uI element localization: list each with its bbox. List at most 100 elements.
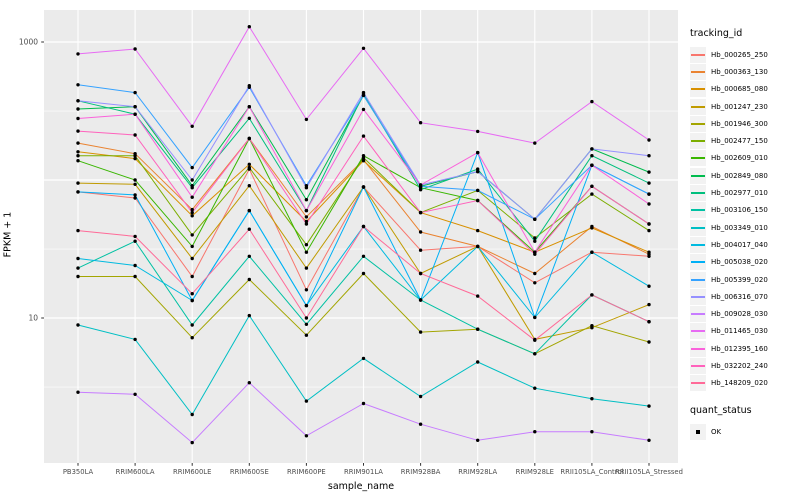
- data-point: [133, 196, 137, 200]
- legend-key-swatch: [690, 185, 706, 202]
- data-point: [476, 294, 480, 298]
- legend-label: Hb_011465_030: [711, 327, 768, 336]
- data-point: [76, 129, 80, 133]
- legend-key-swatch: [690, 63, 706, 80]
- data-point: [76, 190, 80, 194]
- legend-item-ok: OK: [690, 423, 798, 440]
- legend-label: Hb_002609_010: [711, 154, 768, 163]
- data-point: [190, 233, 194, 237]
- data-point: [647, 320, 651, 324]
- data-point: [247, 313, 251, 318]
- data-point: [361, 93, 366, 98]
- data-point: [304, 198, 309, 202]
- series-points-Hb_148209_020: [76, 224, 651, 342]
- data-point: [361, 401, 366, 406]
- data-point: [76, 83, 80, 87]
- data-point: [304, 322, 309, 326]
- data-point: [590, 324, 594, 328]
- data-point: [304, 316, 309, 320]
- legend-line-icon: [691, 382, 705, 385]
- data-point: [647, 228, 651, 233]
- legend-line-icon: [691, 209, 705, 212]
- legend-key-swatch: [690, 340, 706, 357]
- data-point: [647, 181, 651, 185]
- data-point: [247, 162, 251, 166]
- legend-item-Hb_148209_020: Hb_148209_020: [690, 375, 798, 392]
- x-tick-label-RRIM928LE: RRIM928LE: [516, 468, 554, 476]
- legend-line-icon: [691, 295, 705, 298]
- data-point: [533, 281, 537, 285]
- legend-line-icon: [691, 192, 705, 195]
- legend-line-icon: [691, 105, 705, 108]
- legend-item-Hb_005038_020: Hb_005038_020: [690, 254, 798, 271]
- x-tick-label-PB350LA: PB350LA: [63, 468, 94, 476]
- legend-label: Hb_004017_040: [711, 240, 768, 249]
- data-point: [190, 336, 194, 340]
- legend-label: Hb_002977_010: [711, 189, 768, 198]
- legend-item-Hb_000363_130: Hb_000363_130: [690, 63, 798, 80]
- legend-label: Hb_005399_020: [711, 275, 768, 284]
- legend-line-icon: [691, 157, 705, 160]
- plot-panel: [44, 10, 678, 463]
- data-point: [76, 141, 80, 145]
- data-point: [590, 99, 594, 104]
- point-marker-icon: [696, 429, 700, 434]
- data-point: [190, 244, 194, 249]
- data-point: [647, 222, 651, 226]
- data-point: [133, 239, 137, 243]
- axis-ticks: [41, 41, 650, 466]
- y-tick-label-1000: 1000: [19, 38, 38, 47]
- legend-label: Hb_005038_020: [711, 258, 768, 267]
- data-point: [76, 154, 80, 158]
- data-point: [76, 116, 80, 121]
- data-point: [190, 178, 194, 182]
- data-point: [133, 337, 137, 342]
- data-point: [76, 107, 80, 111]
- data-point: [476, 198, 480, 203]
- legend-label: Hb_001247_230: [711, 102, 768, 111]
- legend-label: Hb_001946_300: [711, 119, 768, 128]
- data-point: [361, 154, 366, 158]
- data-point: [304, 215, 309, 219]
- data-point: [418, 183, 423, 187]
- data-point: [190, 323, 194, 327]
- x-axis-title: sample_name: [327, 481, 395, 492]
- legend-label: Hb_000685_080: [711, 85, 768, 94]
- data-point: [533, 338, 537, 342]
- legend-key-swatch: [690, 357, 706, 374]
- legend-key-swatch: [690, 323, 706, 340]
- data-point: [133, 274, 137, 279]
- legend-item-Hb_003106_150: Hb_003106_150: [690, 202, 798, 219]
- data-point: [418, 248, 423, 252]
- data-point: [133, 105, 137, 109]
- x-tick-label-RRII105LA_Stressed: RRII105LA_Stressed: [615, 468, 683, 476]
- data-point: [133, 263, 137, 268]
- legend-key-swatch: [690, 98, 706, 115]
- data-point: [304, 186, 309, 190]
- x-tick-label-RRIM600LA: RRIM600LA: [116, 468, 155, 476]
- legend-item-Hb_000265_250: Hb_000265_250: [690, 46, 798, 63]
- data-point: [647, 438, 651, 442]
- legend-label: Hb_012395_160: [711, 344, 768, 353]
- data-point: [76, 390, 80, 394]
- data-point: [476, 228, 480, 233]
- data-point: [133, 154, 137, 158]
- legend-item-Hb_006316_070: Hb_006316_070: [690, 288, 798, 305]
- data-point: [133, 182, 137, 186]
- data-point: [647, 340, 651, 344]
- data-point: [133, 47, 137, 51]
- data-point: [247, 227, 251, 231]
- data-point: [533, 236, 537, 240]
- data-point: [190, 210, 194, 215]
- data-point: [418, 298, 423, 302]
- legend-key-swatch: [690, 219, 706, 236]
- legend-item-Hb_002477_150: Hb_002477_150: [690, 132, 798, 150]
- data-point: [361, 159, 366, 163]
- x-tick-label-RRIM928BA: RRIM928BA: [401, 468, 441, 476]
- data-point: [590, 293, 594, 297]
- series-points-Hb_012395_160: [76, 105, 651, 254]
- data-point: [476, 188, 480, 193]
- data-point: [647, 250, 651, 254]
- legend-line-icon: [691, 88, 705, 91]
- legend-label: Hb_003106_150: [711, 206, 768, 215]
